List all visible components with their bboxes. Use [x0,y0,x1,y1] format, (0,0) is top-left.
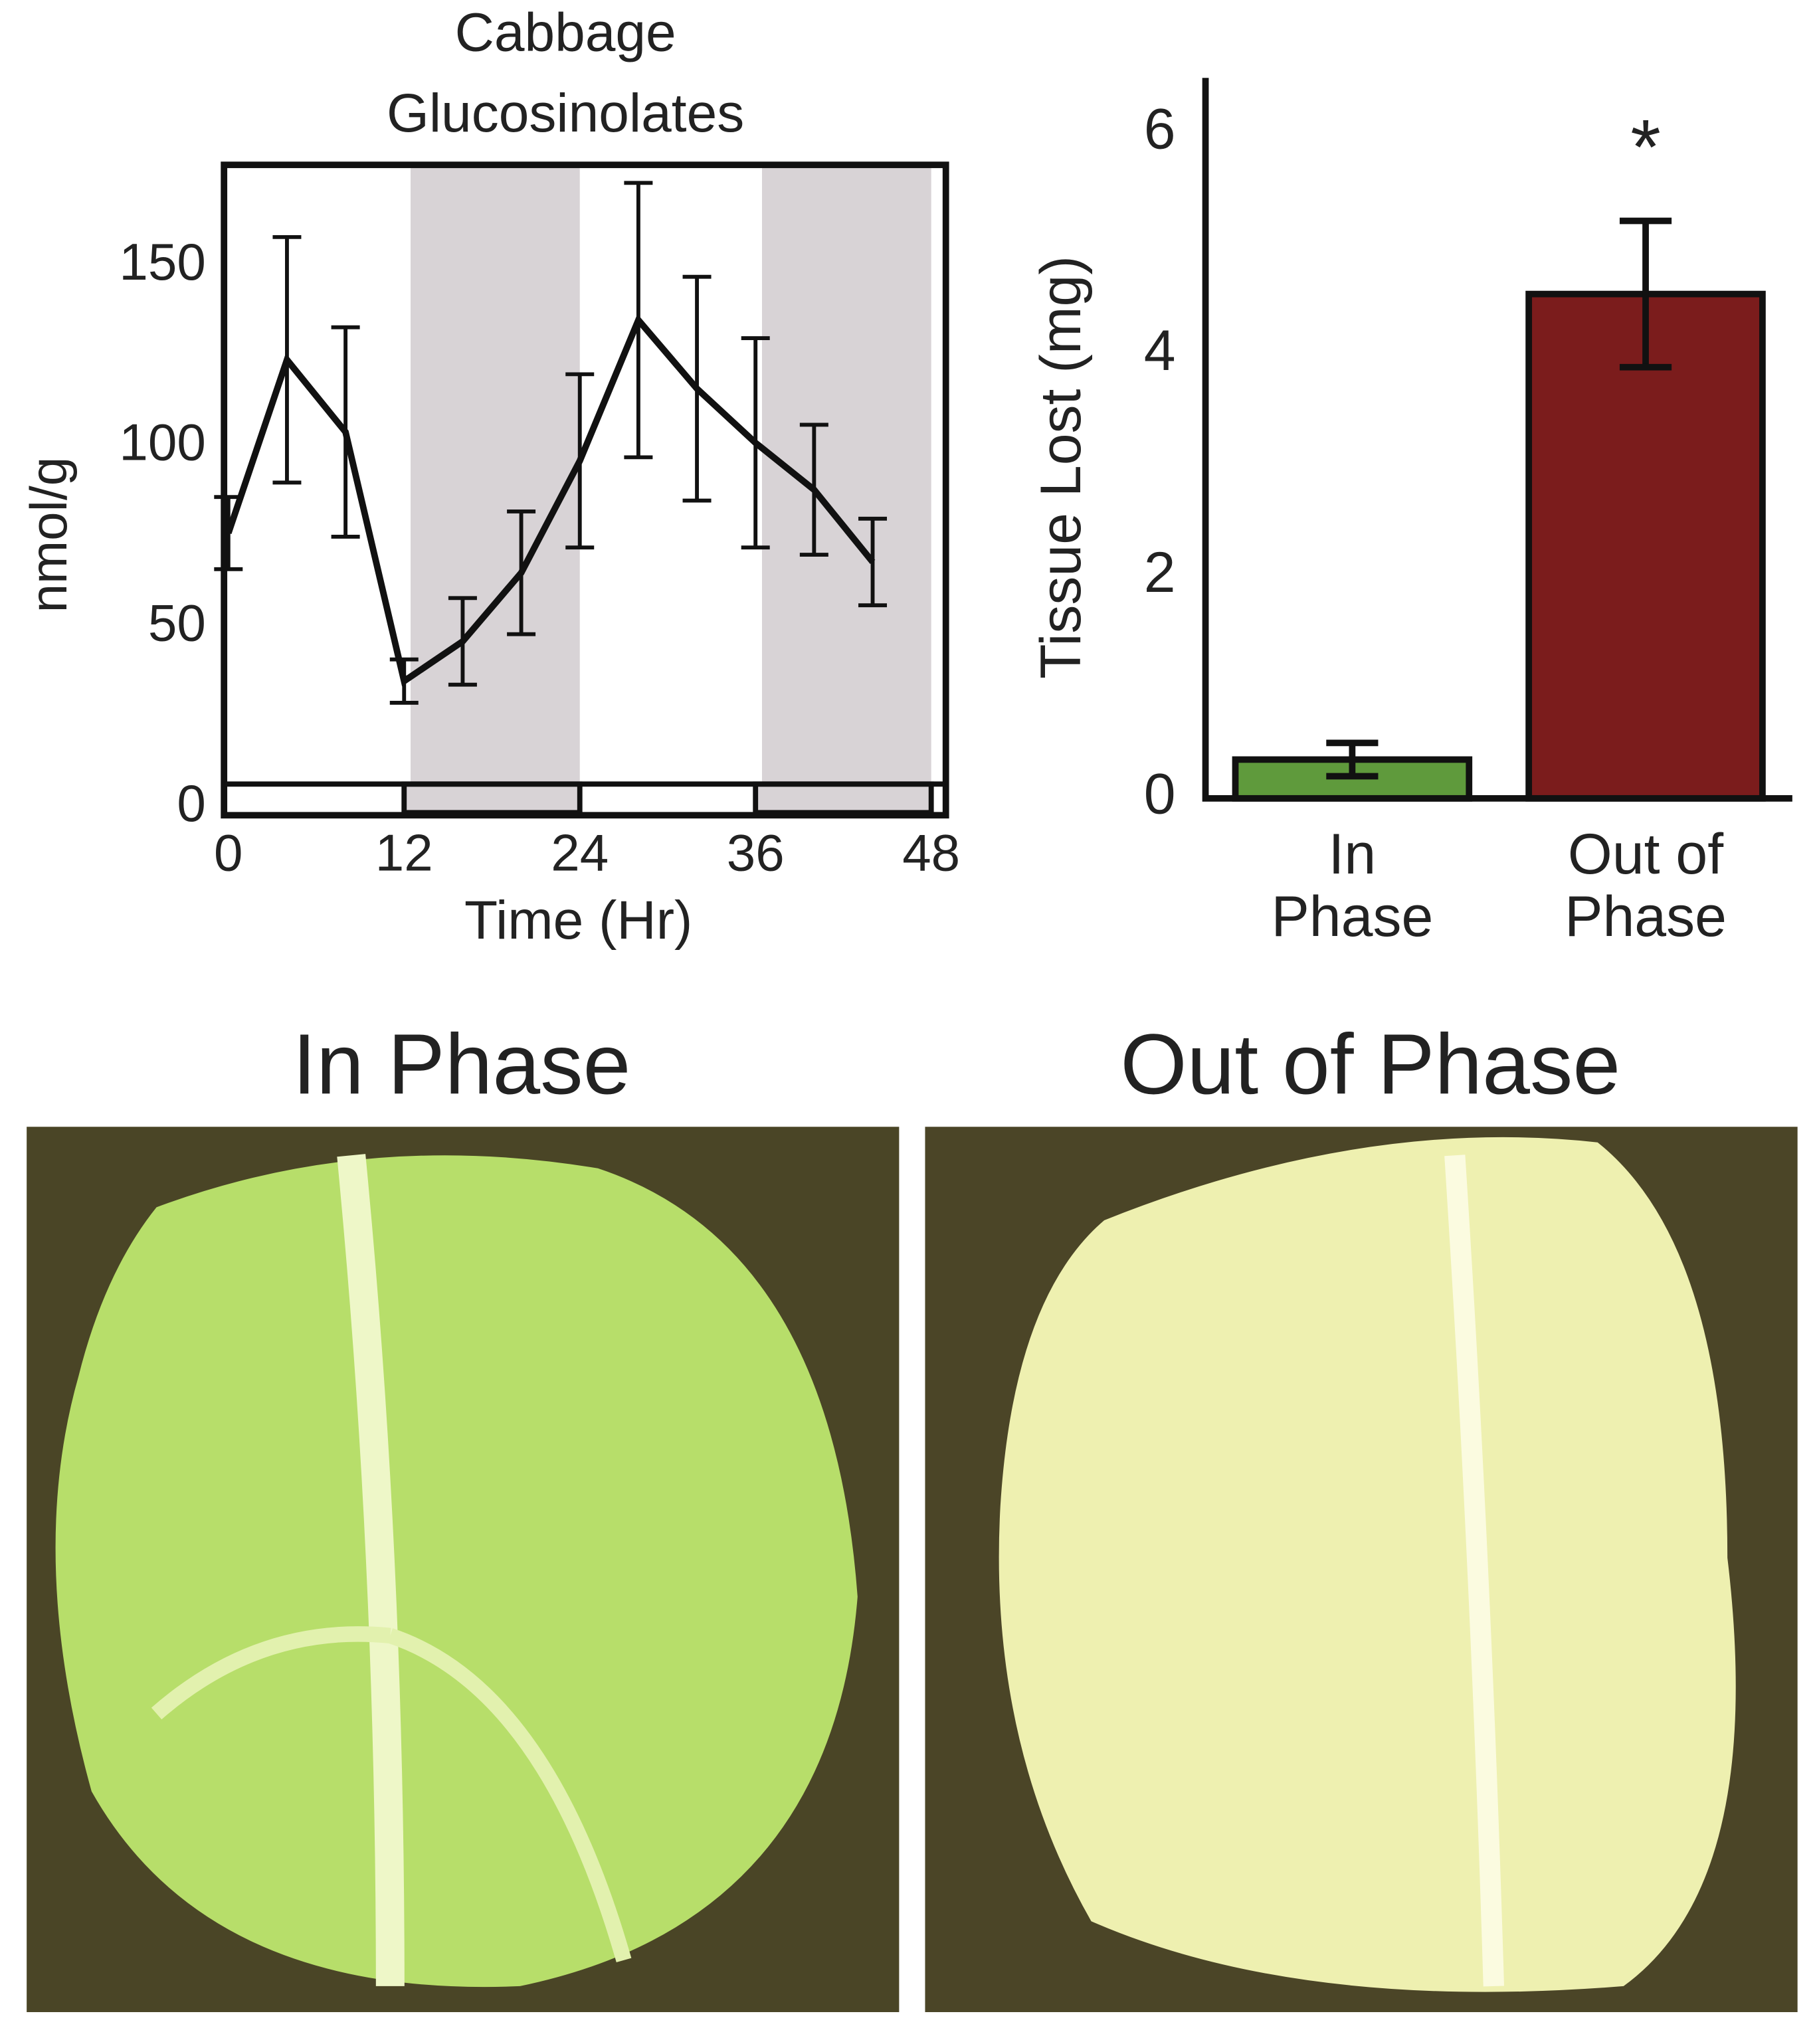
y-tick-label: 100 [119,413,205,472]
axes [1202,78,1792,802]
x-tick-label: 24 [551,823,609,882]
dark-period [411,165,580,816]
x-tick-label: 36 [727,823,785,882]
y-tick-label: 0 [1144,763,1176,826]
y-axis-label: Tissue Lost (mg) [1029,256,1093,679]
x-tick-label-box: In Phase [1271,824,1434,949]
line [225,314,876,687]
dark-period [761,165,931,816]
leaf-vein [1444,1155,1505,1987]
y-tick-label: 50 [148,593,206,652]
y-tick-label: 2 [1144,541,1176,604]
y-axis-label: nmol/g [19,457,78,613]
x-tick-label-box: Out of Phase [1565,824,1727,949]
dark-bar [401,781,583,816]
x-tick-label: Out of Phase [1565,824,1727,949]
leaf [55,1155,858,1988]
y-tick-label: 4 [1144,319,1176,383]
photo-title: In Phase [292,1016,630,1112]
x-tick-label: 12 [375,823,433,882]
x-axis-label: Time (Hr) [464,890,692,951]
dark-bar [753,781,934,816]
error-bar [1326,739,1379,780]
bar [1525,290,1766,802]
leaf [999,1137,1736,1992]
x-tick-label: 48 [902,823,960,882]
chart-title: Cabbage Glucosinolates [387,2,744,143]
x-tick-label: 0 [214,823,242,882]
y-tick-label: 150 [119,232,205,291]
annotation: * [1630,104,1661,191]
error-bar [1619,217,1672,371]
leaf-vein [151,1626,632,1963]
y-tick-label: 6 [1144,97,1176,161]
frame [221,161,949,819]
photos [27,1127,1798,2013]
y-tick-label: 0 [177,774,205,832]
photo-title: Out of Phase [1120,1016,1620,1112]
x-tick-label: In Phase [1271,824,1434,949]
leaf-vein [337,1154,405,1986]
